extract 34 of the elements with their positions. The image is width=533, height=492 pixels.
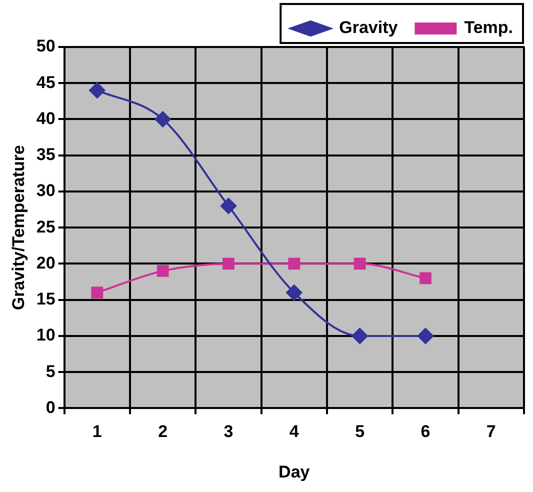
x-axis-title: Day [278, 462, 310, 482]
y-tick-label: 15 [36, 290, 56, 309]
y-tick-label: 5 [46, 362, 56, 381]
point [220, 198, 236, 214]
x-tick-label: 6 [420, 422, 430, 442]
x-tick-label: 5 [355, 422, 365, 442]
y-tick-label: 30 [36, 181, 56, 200]
point [354, 258, 366, 270]
y-tick-label: 10 [36, 326, 56, 345]
x-tick-label: 2 [158, 422, 168, 442]
y-tick-label: 0 [46, 398, 56, 417]
x-tick-label: 4 [289, 422, 300, 442]
x-tick-label: 7 [486, 422, 496, 442]
legend-label: Temp. [464, 18, 514, 38]
point [156, 264, 169, 277]
x-tick-label: 1 [92, 422, 102, 442]
point [222, 258, 234, 270]
point [286, 284, 302, 301]
point [288, 258, 300, 270]
y-axis-title: Gravity/Temperature [8, 145, 28, 310]
point [91, 286, 104, 299]
y-tick-label: 50 [36, 36, 56, 56]
point [420, 272, 432, 284]
y-tick-label: 20 [36, 253, 56, 272]
point [352, 328, 368, 344]
point [154, 111, 171, 128]
y-tick-label: 45 [36, 72, 56, 92]
x-tick-label: 3 [224, 422, 234, 442]
point [417, 328, 434, 344]
y-tick-label: 40 [36, 108, 56, 128]
y-tick-label: 35 [36, 145, 56, 164]
point [89, 82, 106, 98]
y-tick-label: 25 [36, 217, 56, 236]
legend-label: Gravity [339, 18, 398, 38]
